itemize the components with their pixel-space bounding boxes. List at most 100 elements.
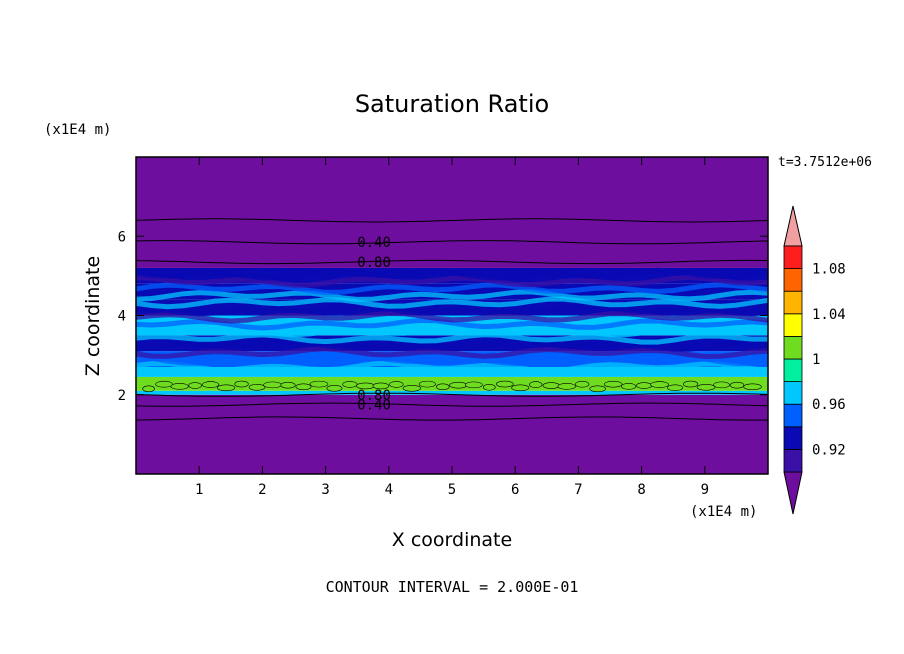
contour-line-1 <box>136 240 768 245</box>
x-tick-label: 9 <box>701 482 709 498</box>
moist-blob-20 <box>449 381 468 389</box>
y-tick-label: 6 <box>118 229 126 245</box>
moist-blob-32 <box>636 382 653 389</box>
moist-blob-31 <box>621 383 637 390</box>
moist-blob-28 <box>575 380 590 388</box>
contour-line-3 <box>136 392 768 397</box>
contour-label-4: 0.40 <box>357 398 391 414</box>
moist-blob-34 <box>667 384 683 392</box>
colorbar-label: 1.04 <box>812 307 846 323</box>
contour-line-4 <box>136 402 768 407</box>
texture-streak-1 <box>136 353 768 367</box>
moist-blob-37 <box>713 381 730 389</box>
contour-label-1: 0.40 <box>357 235 391 251</box>
texture-streak-2 <box>136 346 768 360</box>
colorbar-label: 0.96 <box>812 397 846 413</box>
field-band-3 <box>136 367 768 377</box>
x-axis-ticks: 1 2 3 4 5 6 7 8 9 <box>195 157 709 498</box>
moist-blob-38 <box>729 381 745 389</box>
moist-blob-1 <box>155 380 173 388</box>
colorbar: 0.92 0.96 1 1.04 1.08 <box>783 205 846 515</box>
moist-blob-10 <box>295 383 312 391</box>
contour-label-3: 0.80 <box>357 388 391 404</box>
y-unit-label: (x1E4 m) <box>44 122 111 138</box>
colorbar-segment-4 <box>783 358 803 383</box>
texture-streak-8 <box>136 303 768 317</box>
moist-blob-30 <box>603 380 623 388</box>
moist-blob-7 <box>248 383 266 391</box>
colorbar-segment-9 <box>783 245 803 270</box>
moist-blob-23 <box>495 380 514 388</box>
y-axis-ticks: 2 4 6 <box>118 229 768 404</box>
moist-blob-25 <box>529 381 543 388</box>
x-tick-label: 7 <box>574 482 582 498</box>
x-tick-label: 3 <box>321 482 329 498</box>
moist-blob-33 <box>650 381 669 388</box>
moist-blob-29 <box>589 385 606 393</box>
x-unit-label: (x1E4 m) <box>690 504 757 520</box>
moist-blob-39 <box>743 383 762 391</box>
y-axis-label: Z coordinate <box>82 256 104 376</box>
contour-line-5 <box>136 416 768 421</box>
contour-line-2 <box>136 259 768 265</box>
texture-streak-5 <box>136 324 768 338</box>
moist-blob-36 <box>696 383 716 391</box>
colorbar-segment-8 <box>783 268 803 292</box>
colorbar-segment-7 <box>783 290 803 315</box>
contour-label-2: 0.80 <box>357 255 391 271</box>
moist-blob-5 <box>216 384 236 392</box>
moist-blob-17 <box>402 384 422 392</box>
texture-streak-13 <box>136 267 768 281</box>
colorbar-label: 0.92 <box>812 442 846 458</box>
moist-blob-26 <box>542 382 560 389</box>
contour-field <box>136 157 768 474</box>
field-band-0 <box>136 394 768 474</box>
field-band-1 <box>136 390 768 395</box>
moist-blob-0 <box>142 385 155 393</box>
texture-streak-7 <box>136 310 768 324</box>
colorbar-segment-3 <box>783 381 803 405</box>
x-tick-label: 8 <box>637 482 645 498</box>
moist-blob-12 <box>326 384 343 392</box>
field-band-9 <box>136 267 768 284</box>
texture-streak-9 <box>136 296 768 310</box>
x-axis-label: X coordinate <box>392 529 512 551</box>
contour-lines <box>136 218 768 421</box>
moist-blob-15 <box>372 382 390 390</box>
y-tick-label: 4 <box>118 309 126 325</box>
moist-blob-2 <box>170 383 189 390</box>
contour-labels: 0.400.800.800.40 <box>357 235 391 413</box>
texture-streak-0 <box>136 360 768 374</box>
texture-streak-11 <box>136 282 768 295</box>
moist-blob-4 <box>202 381 220 388</box>
x-tick-label: 6 <box>511 482 519 498</box>
time-label: t=3.7512e+06 <box>778 155 872 170</box>
chart-title: Saturation Ratio <box>355 90 549 118</box>
colorbar-label: 1.08 <box>812 262 846 278</box>
moist-blob-9 <box>280 381 296 389</box>
x-tick-label: 5 <box>448 482 456 498</box>
x-tick-label: 4 <box>385 482 393 498</box>
texture-streak-10 <box>136 289 768 302</box>
moist-blob-21 <box>464 381 483 389</box>
texture-streak-3 <box>136 339 768 352</box>
colorbar-label: 1 <box>812 352 820 368</box>
moist-blob-27 <box>557 383 576 390</box>
colorbar-segment-6 <box>783 313 803 337</box>
moist-blob-13 <box>342 381 358 388</box>
texture-streak-6 <box>136 317 768 331</box>
moist-blob-35 <box>682 380 699 388</box>
y-tick-label: 2 <box>118 388 126 404</box>
moist-blob-24 <box>511 384 530 392</box>
moist-blob-22 <box>482 383 496 391</box>
field-band-10 <box>136 157 768 268</box>
moist-blob-6 <box>234 380 249 388</box>
colorbar-segment-5 <box>783 335 803 360</box>
colorbar-top-arrow <box>783 205 803 247</box>
contour-line-0 <box>136 218 768 223</box>
texture-streak-12 <box>136 274 768 288</box>
colorbar-bottom-arrow <box>783 471 803 515</box>
texture-streak-4 <box>136 332 768 345</box>
moist-blob-19 <box>436 383 450 391</box>
